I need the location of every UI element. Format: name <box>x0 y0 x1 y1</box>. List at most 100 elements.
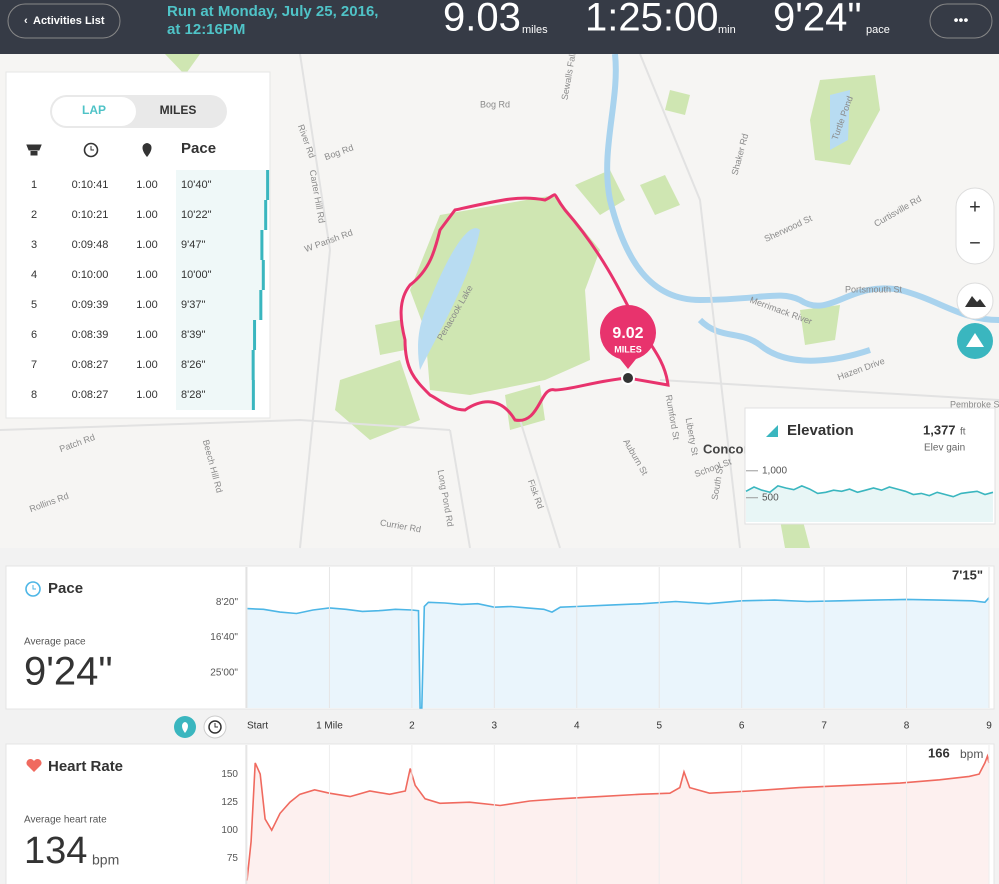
pace-section: Pace Average pace 9'24" 8'20" 16'40" 25'00… <box>5 565 995 732</box>
lap-cell: 1.00 <box>136 389 157 401</box>
pace-bar-edge <box>253 320 257 350</box>
y-tick-label: 125 <box>221 797 238 808</box>
lap-cell: 6 <box>31 329 37 341</box>
heart-average-label: Average heart rate <box>24 815 107 826</box>
lap-cell: 9'37" <box>181 299 205 311</box>
stat-value: 9.03 <box>443 0 521 40</box>
pace-bar <box>176 380 255 410</box>
lap-cell: 8'28" <box>181 389 205 401</box>
map-label: Pembroke St <box>950 399 999 409</box>
y-tick-label: 500 <box>762 492 779 503</box>
menu-button[interactable] <box>929 3 993 39</box>
heart-average-unit: bpm <box>92 852 119 868</box>
x-tick-label: Start <box>247 721 268 732</box>
pace-average: 9'24" <box>24 650 113 694</box>
stat-unit: min <box>718 24 736 36</box>
area <box>247 597 989 708</box>
lap-cell: 0:08:27 <box>72 389 109 401</box>
heart-title: Heart Rate <box>48 758 123 775</box>
activity-title: at 12:16PM <box>167 21 245 38</box>
x-tick-label: 2 <box>409 721 415 732</box>
lap-cell: 1.00 <box>136 299 157 311</box>
x-tick-label: 5 <box>656 721 662 732</box>
map-label: Bog Rd <box>480 99 510 109</box>
pace-bar-edge <box>261 260 265 290</box>
lap-cell: 1.00 <box>136 209 157 221</box>
lap-cell: 8'26" <box>181 359 205 371</box>
stat-value: 1:25:00 <box>585 0 718 40</box>
lap-cell: 1.00 <box>136 329 157 341</box>
line <box>745 485 994 498</box>
lap-cell: 1.00 <box>136 179 157 191</box>
elevation-gain-label: Elev gain <box>924 443 965 454</box>
lap-cell: 0:09:48 <box>72 239 109 251</box>
x-tick-label: 9 <box>986 721 992 732</box>
zoom-in[interactable]: + <box>969 196 981 218</box>
pace-bar-edge <box>260 230 264 260</box>
lap-cell: 0:10:00 <box>72 269 109 281</box>
elevation-gain-unit: ft <box>960 427 966 438</box>
zoom-out[interactable]: − <box>969 232 981 254</box>
lap-cell: 0:08:39 <box>72 329 109 341</box>
elevation-title: Elevation <box>787 422 854 439</box>
y-tick-label: 75 <box>227 853 239 864</box>
lap-cell: 1.00 <box>136 239 157 251</box>
y-tick-label: 100 <box>221 825 238 836</box>
x-tick-label: 7 <box>821 721 827 732</box>
menu-icon[interactable]: ••• <box>954 12 969 28</box>
elevation-gain: 1,377 <box>923 422 956 437</box>
heart-section: Heart Rate Average heart rate 134 bpm 75… <box>5 743 995 884</box>
pace-average-label: Average pace <box>24 637 86 648</box>
x-axis-toggle <box>174 715 227 739</box>
y-tick-label: 1,000 <box>762 465 787 476</box>
lap-cell: 10'00" <box>181 269 212 281</box>
lap-cell: 10'40" <box>181 179 212 191</box>
y-tick-label: 16'40" <box>210 632 238 643</box>
marker-value: 9.02 <box>612 325 643 342</box>
activity-title: Run at Monday, July 25, 2016, <box>167 3 378 20</box>
back-icon: ‹ <box>24 15 28 27</box>
map-label: Concord <box>703 441 757 456</box>
lap-cell: 0:10:21 <box>72 209 109 221</box>
map-controls: + − <box>955 187 995 359</box>
line <box>246 753 990 881</box>
pace-bar <box>176 290 263 320</box>
x-tick-label: 1 Mile <box>316 721 343 732</box>
lap-cell: 0:08:27 <box>72 359 109 371</box>
lap-cell: 8'39" <box>181 329 205 341</box>
y-tick-label: 8'20" <box>216 597 239 608</box>
back-button[interactable] <box>7 3 121 39</box>
lap-cell: 0:09:39 <box>72 299 109 311</box>
lap-cell: 1 <box>31 179 37 191</box>
x-tick-label: 8 <box>904 721 910 732</box>
tab-miles[interactable]: MILES <box>160 103 197 117</box>
x-tick-label: 3 <box>492 721 498 732</box>
pace-header: Pace <box>181 140 216 157</box>
stat-value: 9'24" <box>773 0 862 40</box>
pace-bar <box>176 200 268 230</box>
back-label[interactable]: Activities List <box>33 15 105 27</box>
header: ‹ Activities List Run at Monday, July 25… <box>0 0 999 54</box>
lap-cell: 7 <box>31 359 37 371</box>
y-tick-label: 150 <box>221 769 238 780</box>
x-tick-label: 6 <box>739 721 745 732</box>
pace-bar <box>176 230 264 260</box>
tab-lap[interactable]: LAP <box>82 103 106 117</box>
lap-cell: 9'47" <box>181 239 205 251</box>
lap-cell: 1.00 <box>136 359 157 371</box>
y-tick-label: 25'00" <box>210 667 238 678</box>
pace-bar-edge <box>251 380 255 410</box>
heart-peak: 166 <box>928 745 950 760</box>
distance-marker: 9.02 MILES <box>600 305 656 385</box>
heart-peak-unit: bpm <box>960 747 983 761</box>
pace-bar-edge <box>264 200 268 230</box>
pace-bar <box>176 260 265 290</box>
lap-cell: 5 <box>31 299 37 311</box>
laps-panel: LAP MILES Pace 1 0:10:41 1.00 10'40" 2 0:10:2… <box>5 71 271 419</box>
stat-unit: pace <box>866 24 890 36</box>
heart-average: 134 <box>24 830 87 872</box>
lap-cell: 1.00 <box>136 269 157 281</box>
lap-cell: 4 <box>31 269 37 281</box>
pace-bar-edge <box>259 290 263 320</box>
